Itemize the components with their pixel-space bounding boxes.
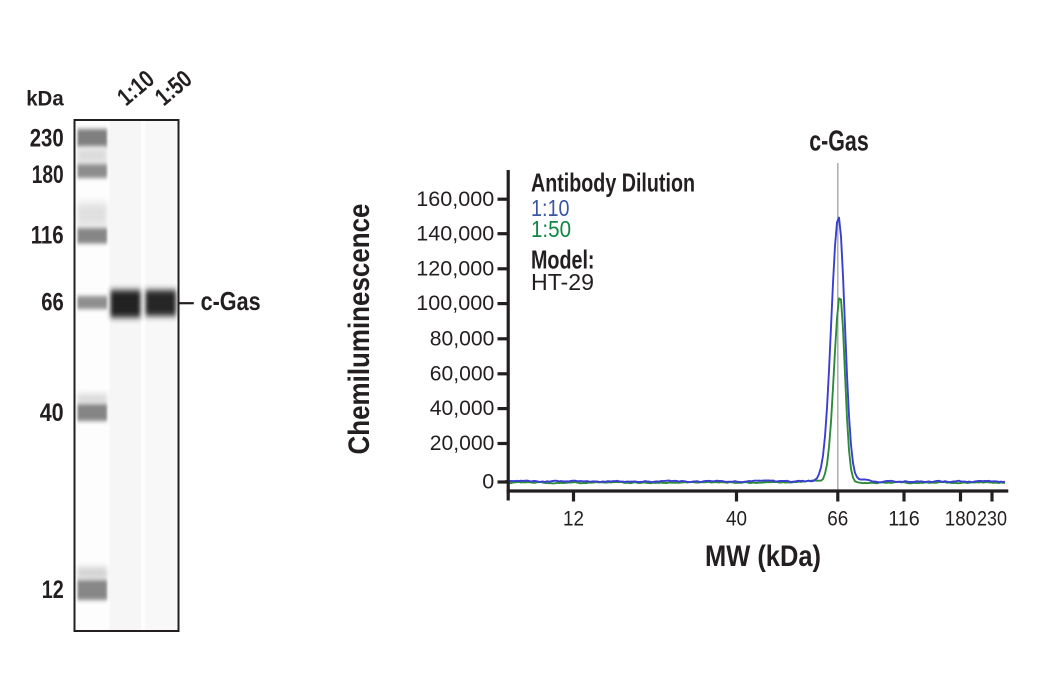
svg-text:Antibody Dilution: Antibody Dilution [531,167,695,197]
svg-text:180: 180 [945,507,976,531]
svg-text:180: 180 [32,161,64,189]
svg-text:140,000: 140,000 [416,221,494,245]
svg-text:Model:: Model: [531,244,595,274]
svg-text:12: 12 [563,507,584,531]
svg-text:40: 40 [726,507,747,531]
svg-text:230: 230 [30,125,64,153]
svg-text:1:10: 1:10 [531,195,570,221]
svg-text:12: 12 [42,576,64,604]
svg-text:c-Gas: c-Gas [809,125,869,157]
svg-text:HT-29: HT-29 [531,269,594,295]
svg-text:100,000: 100,000 [416,291,494,315]
svg-text:Chemiluminescence: Chemiluminescence [343,204,376,455]
svg-text:120,000: 120,000 [416,256,494,280]
svg-text:230: 230 [977,507,1007,531]
svg-text:160,000: 160,000 [416,187,494,211]
svg-text:kDa: kDa [26,88,64,111]
svg-text:0: 0 [482,470,494,494]
svg-text:40: 40 [40,399,64,427]
svg-text:1:50: 1:50 [531,216,571,242]
svg-text:60,000: 60,000 [430,361,495,385]
svg-text:66: 66 [827,507,848,531]
svg-text:116: 116 [31,222,64,250]
svg-text:116: 116 [888,507,920,531]
svg-text:c-Gas: c-Gas [201,286,261,316]
svg-text:66: 66 [41,288,64,316]
svg-text:80,000: 80,000 [430,326,495,350]
svg-text:20,000: 20,000 [430,431,495,455]
svg-text:MW (kDa): MW (kDa) [705,540,821,573]
svg-text:40,000: 40,000 [430,396,495,420]
